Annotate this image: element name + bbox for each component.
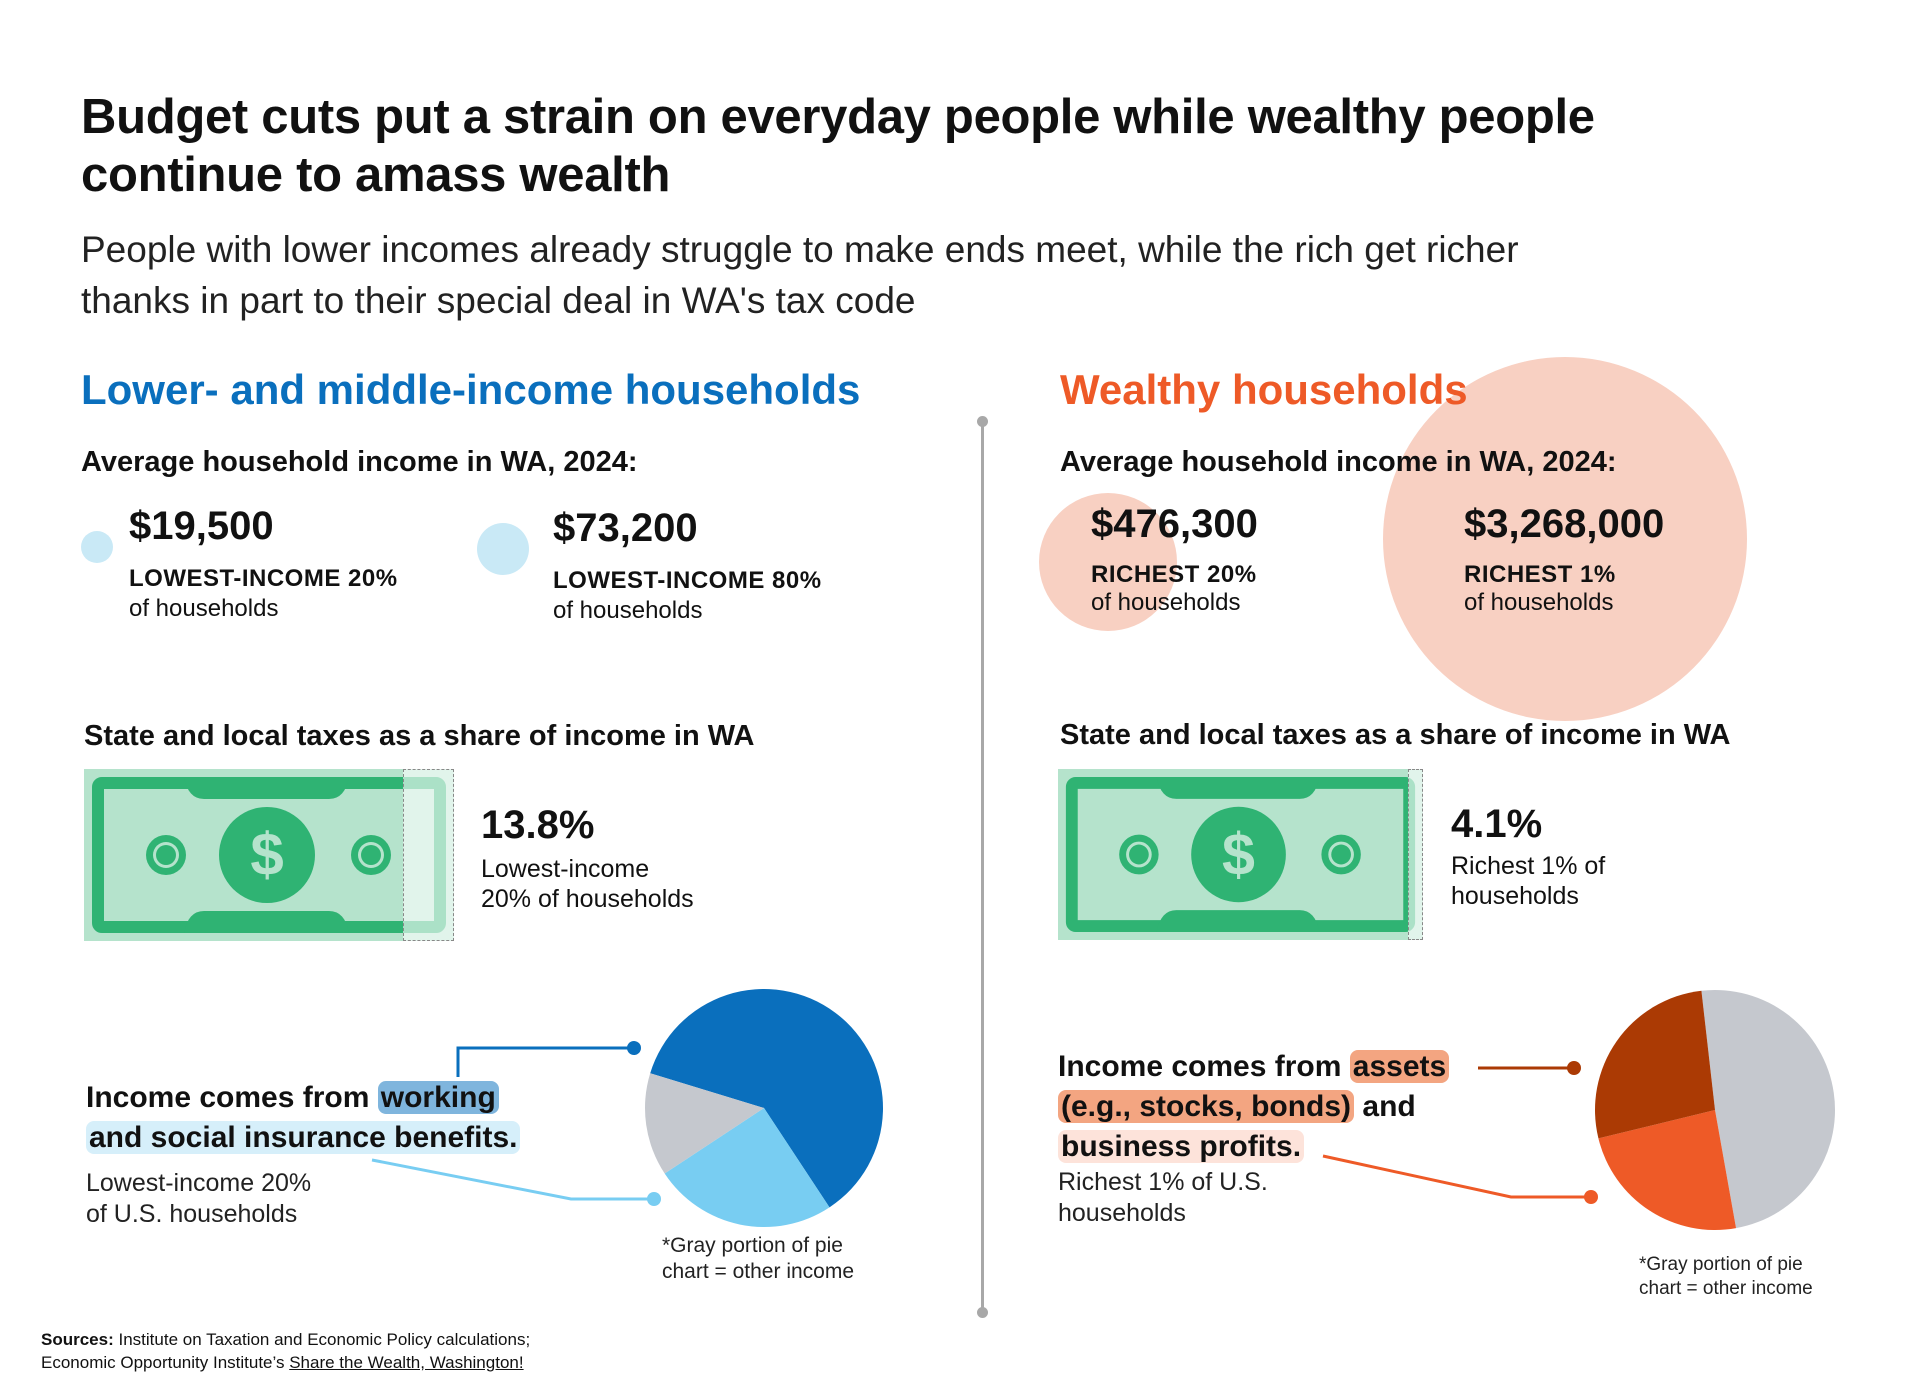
income-source-sub: Lowest-income 20% xyxy=(86,1169,312,1197)
dollar-bill-icon: $ xyxy=(84,769,454,941)
tax-percent: 13.8% xyxy=(481,803,595,847)
income-category: LOWEST-INCOME 20% xyxy=(129,565,398,592)
footnote-line: *Gray portion of pie xyxy=(662,1234,843,1257)
dollar-bill-graphic: $ xyxy=(1058,769,1423,940)
tax-desc: 20% of households xyxy=(481,885,694,913)
tax-share-overlay xyxy=(1408,769,1423,940)
leader-dot-business xyxy=(1584,1190,1598,1204)
tax-heading: State and local taxes as a share of inco… xyxy=(84,720,755,752)
income-source-lower: Income comes from working and social ins… xyxy=(86,1078,521,1230)
income-category: RICHEST 20% xyxy=(1091,561,1257,588)
sources-link[interactable]: Share the Wealth, Washington! xyxy=(289,1353,524,1372)
highlight-stocks-bonds: (e.g., stocks, bonds) xyxy=(1058,1090,1355,1123)
income-amount: $476,300 xyxy=(1091,502,1258,546)
pie-slice-business-profits xyxy=(1598,1110,1737,1231)
income-amount: $3,268,000 xyxy=(1464,502,1665,546)
tax-percent: 4.1% xyxy=(1451,802,1543,846)
pie-slice-other-income xyxy=(645,1073,764,1174)
sources-label: Sources: xyxy=(41,1330,114,1349)
leader-dot-assets xyxy=(1567,1061,1581,1075)
pie-chart-wealthy xyxy=(1595,990,1835,1231)
income-stat: $3,268,000 RICHEST 1% of households xyxy=(1464,502,1664,617)
footnote-line: chart = other income xyxy=(662,1260,855,1283)
income-category-sub: of households xyxy=(553,597,703,624)
subtitle-line: People with lower incomes already strugg… xyxy=(81,229,1519,270)
pie-slice-other-income xyxy=(1701,990,1835,1229)
income-amount: $73,200 xyxy=(553,506,698,550)
page-subtitle: People with lower incomes already strugg… xyxy=(81,224,1519,326)
page-title: Budget cuts put a strain on everyday peo… xyxy=(81,88,1595,204)
income-heading: Average household income in WA, 2024: xyxy=(81,446,638,478)
highlight-working: working xyxy=(377,1081,499,1114)
highlight-business-profits: business profits. xyxy=(1058,1130,1305,1163)
income-category-sub: of households xyxy=(129,595,279,622)
tax-stat: 4.1% Richest 1% of households xyxy=(1451,802,1605,911)
income-category-sub: of households xyxy=(1091,589,1241,616)
income-circle-richest-20 xyxy=(1039,493,1177,631)
income-stat: $476,300 RICHEST 20% of households xyxy=(1091,502,1258,617)
highlight-benefits: and social insurance benefits. xyxy=(86,1121,521,1154)
tax-stat: 13.8% Lowest-income 20% of households xyxy=(481,803,694,914)
income-stat: $73,200 LOWEST-INCOME 80% of households xyxy=(553,506,822,625)
svg-text:$: $ xyxy=(250,821,283,888)
income-circle-lowest-80 xyxy=(477,523,529,575)
income-source-sub: of U.S. households xyxy=(86,1200,298,1228)
income-circle-richest-1 xyxy=(1383,357,1747,721)
income-category: LOWEST-INCOME 80% xyxy=(553,567,822,594)
tax-desc: Richest 1% of xyxy=(1451,852,1606,880)
pie-footnote: *Gray portion of pie chart = other incom… xyxy=(662,1233,854,1285)
title-line: continue to amass wealth xyxy=(81,148,671,202)
subtitle-line: thanks in part to their special deal in … xyxy=(81,280,916,321)
svg-text:$: $ xyxy=(1222,820,1255,887)
income-stat: $19,500 LOWEST-INCOME 20% of households xyxy=(129,504,398,623)
sources: Sources: Institute on Taxation and Econo… xyxy=(41,1328,530,1374)
income-source-prefix: Income comes from xyxy=(1058,1050,1342,1083)
pie-slice-working xyxy=(650,989,883,1208)
income-category-sub: of households xyxy=(1464,589,1614,616)
divider-dot xyxy=(977,1307,988,1318)
dollar-bill-icon: $ xyxy=(1058,769,1423,940)
tax-desc: households xyxy=(1451,882,1579,910)
footnote-line: *Gray portion of pie xyxy=(1639,1254,1803,1275)
footnote-line: chart = other income xyxy=(1639,1278,1813,1299)
tax-share-overlay xyxy=(402,769,454,941)
income-source-and: and xyxy=(1362,1090,1416,1123)
highlight-assets: assets xyxy=(1349,1050,1450,1083)
sources-text: Institute on Taxation and Economic Polic… xyxy=(118,1330,531,1349)
divider-dot xyxy=(977,416,988,427)
pie-chart-lower-income xyxy=(645,989,883,1228)
tax-heading: State and local taxes as a share of inco… xyxy=(1060,719,1731,751)
leader-line-benefits xyxy=(371,1158,654,1201)
income-amount: $19,500 xyxy=(129,504,274,548)
income-source-wealthy: Income comes from assets (e.g., stocks, … xyxy=(1058,1047,1450,1229)
income-heading: Average household income in WA, 2024: xyxy=(1060,446,1617,478)
section-heading-lower-middle: Lower- and middle-income households xyxy=(81,366,861,413)
leader-line-working xyxy=(456,1046,634,1077)
income-source-sub: Richest 1% of U.S. xyxy=(1058,1168,1268,1196)
leader-dot-benefits xyxy=(647,1192,661,1206)
tax-desc: Lowest-income xyxy=(481,855,650,883)
title-line: Budget cuts put a strain on everyday peo… xyxy=(81,90,1595,144)
divider xyxy=(981,422,984,1312)
income-circle-lowest-20 xyxy=(81,531,113,563)
section-heading-wealthy: Wealthy households xyxy=(1060,366,1468,413)
income-source-sub: households xyxy=(1058,1199,1186,1227)
pie-footnote: *Gray portion of pie chart = other incom… xyxy=(1639,1253,1813,1301)
income-category: RICHEST 1% xyxy=(1464,561,1616,588)
income-source-prefix: Income comes from xyxy=(86,1081,370,1114)
leader-line-business xyxy=(1322,1154,1591,1199)
pie-slice-assets-stocks-bonds xyxy=(1595,990,1715,1139)
pie-slice-social-insurance-benefits xyxy=(664,1108,830,1228)
leader-dot-working xyxy=(627,1041,641,1055)
dollar-bill-graphic: $ xyxy=(84,769,454,941)
sources-text: Economic Opportunity Institute’s xyxy=(41,1353,285,1372)
